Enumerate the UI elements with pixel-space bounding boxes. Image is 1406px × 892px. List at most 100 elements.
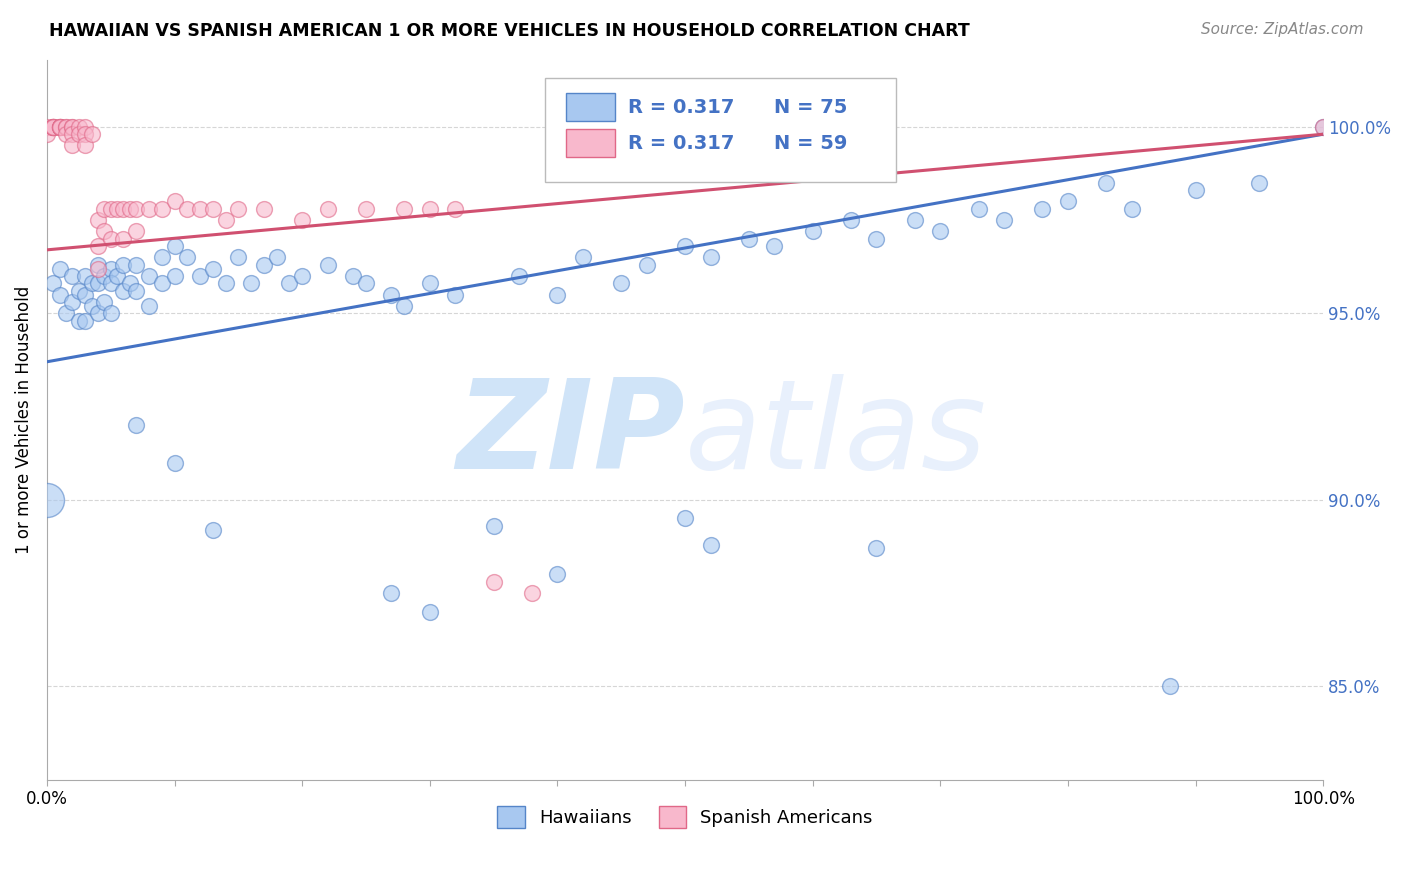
Point — [354, 277, 377, 291]
Point — [865, 541, 887, 556]
Point — [87, 306, 110, 320]
Legend: Hawaiians, Spanish Americans: Hawaiians, Spanish Americans — [491, 799, 880, 836]
Point — [112, 284, 135, 298]
Point — [354, 202, 377, 216]
Point — [62, 127, 84, 141]
Point — [93, 295, 115, 310]
Point — [105, 202, 128, 216]
Point — [380, 586, 402, 600]
Point — [673, 127, 696, 141]
Point — [201, 523, 224, 537]
Point — [214, 213, 236, 227]
Point — [48, 261, 70, 276]
Point — [80, 277, 103, 291]
Point — [801, 224, 824, 238]
Point — [482, 519, 505, 533]
FancyBboxPatch shape — [567, 94, 614, 120]
Point — [55, 306, 77, 320]
Point — [520, 586, 543, 600]
Point — [188, 202, 211, 216]
Point — [48, 120, 70, 134]
Text: R = 0.317: R = 0.317 — [627, 97, 734, 117]
Point — [673, 239, 696, 253]
Point — [163, 239, 186, 253]
Point — [35, 120, 58, 134]
Point — [163, 456, 186, 470]
Point — [48, 120, 70, 134]
Point — [55, 127, 77, 141]
Point — [291, 268, 314, 283]
Point — [763, 239, 786, 253]
Point — [1057, 194, 1080, 209]
Point — [673, 511, 696, 525]
Point — [125, 418, 148, 433]
Point — [42, 277, 65, 291]
Point — [482, 574, 505, 589]
Point — [636, 258, 658, 272]
Point — [394, 202, 416, 216]
Point — [105, 268, 128, 283]
Point — [35, 127, 58, 141]
Point — [380, 287, 402, 301]
Point — [80, 127, 103, 141]
Point — [1312, 120, 1334, 134]
Point — [150, 250, 173, 264]
Point — [125, 202, 148, 216]
Point — [342, 268, 364, 283]
Point — [214, 277, 236, 291]
Point — [316, 202, 339, 216]
Point — [87, 213, 110, 227]
Point — [444, 202, 467, 216]
Point — [291, 213, 314, 227]
Point — [62, 295, 84, 310]
Point — [75, 287, 97, 301]
Point — [87, 239, 110, 253]
Point — [62, 268, 84, 283]
Point — [176, 250, 198, 264]
Point — [1095, 176, 1118, 190]
Point — [118, 202, 141, 216]
Point — [278, 277, 301, 291]
Point — [67, 314, 90, 328]
FancyBboxPatch shape — [567, 129, 614, 157]
Point — [42, 120, 65, 134]
Point — [699, 538, 721, 552]
Point — [176, 202, 198, 216]
Point — [100, 232, 122, 246]
Point — [419, 605, 441, 619]
Y-axis label: 1 or more Vehicles in Household: 1 or more Vehicles in Household — [15, 285, 32, 554]
Point — [67, 120, 90, 134]
Point — [100, 277, 122, 291]
Point — [150, 277, 173, 291]
Point — [839, 213, 862, 227]
Point — [150, 202, 173, 216]
Point — [163, 194, 186, 209]
Point — [75, 268, 97, 283]
Point — [253, 202, 276, 216]
Text: ZIP: ZIP — [457, 374, 685, 494]
Point — [125, 224, 148, 238]
Point — [163, 268, 186, 283]
Point — [993, 213, 1015, 227]
Point — [228, 250, 250, 264]
Point — [48, 120, 70, 134]
Point — [35, 492, 58, 507]
Point — [75, 314, 97, 328]
Point — [100, 202, 122, 216]
Point — [87, 261, 110, 276]
Point — [1159, 679, 1181, 693]
Point — [125, 258, 148, 272]
Point — [188, 268, 211, 283]
Point — [87, 258, 110, 272]
Point — [228, 202, 250, 216]
Point — [266, 250, 288, 264]
Point — [42, 120, 65, 134]
Point — [572, 127, 595, 141]
Point — [62, 138, 84, 153]
Text: Source: ZipAtlas.com: Source: ZipAtlas.com — [1201, 22, 1364, 37]
Point — [1312, 120, 1334, 134]
Point — [865, 232, 887, 246]
Text: atlas: atlas — [685, 374, 987, 494]
Point — [75, 127, 97, 141]
Point — [80, 299, 103, 313]
